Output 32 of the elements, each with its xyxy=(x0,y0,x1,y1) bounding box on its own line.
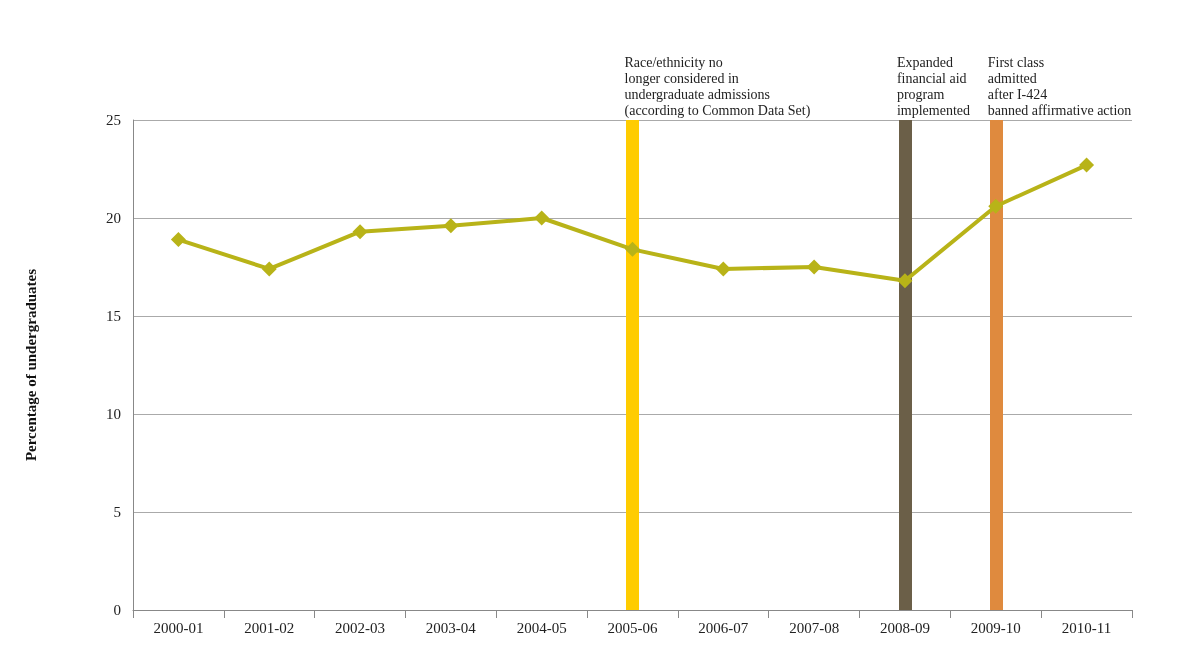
point xyxy=(443,218,459,234)
x-tick-label: 2003-04 xyxy=(425,619,477,636)
ref-line-label: First class admitted after I-424 banned affirmative action xyxy=(987,54,1132,118)
y-axis-title: Percentage of undergraduates xyxy=(22,268,39,462)
y-tick-label: 5 xyxy=(113,504,121,520)
x-tick-label: 2006-07 xyxy=(698,619,749,636)
y-tick-label: 15 xyxy=(106,308,121,324)
x-tick-label: 2004-05 xyxy=(516,619,567,636)
x-tick-label: 2007-08 xyxy=(789,619,840,636)
ref-line-label: Expanded financial aid program implemented xyxy=(896,54,971,118)
point xyxy=(988,198,1004,214)
point xyxy=(625,241,640,257)
x-tick-label: 2002-03 xyxy=(335,619,386,636)
point xyxy=(261,261,277,277)
point xyxy=(534,210,550,226)
x-tick-label: 2008-09 xyxy=(879,619,930,636)
point xyxy=(1079,157,1095,173)
x-tick-label: 2005-06 xyxy=(607,619,658,636)
x-tick-label: 2000-01 xyxy=(153,619,204,636)
y-tick-label: 20 xyxy=(106,210,121,226)
x-tick-label: 2009-10 xyxy=(970,619,1021,636)
y-tick-label: 10 xyxy=(106,406,121,422)
y-tick-label: 0 xyxy=(113,602,121,618)
point xyxy=(806,259,822,275)
x-tick-label: 2001-02 xyxy=(244,619,295,636)
x-tick-label: 2010-11 xyxy=(1061,619,1112,636)
ref-line-label: Race/ethnicity no longer considered in undergraduate admissions (according to Common Data Set) xyxy=(624,54,811,119)
y-tick-label: 25 xyxy=(106,112,121,128)
point xyxy=(715,261,731,277)
point xyxy=(897,273,913,289)
point xyxy=(170,232,186,248)
point xyxy=(352,224,368,240)
